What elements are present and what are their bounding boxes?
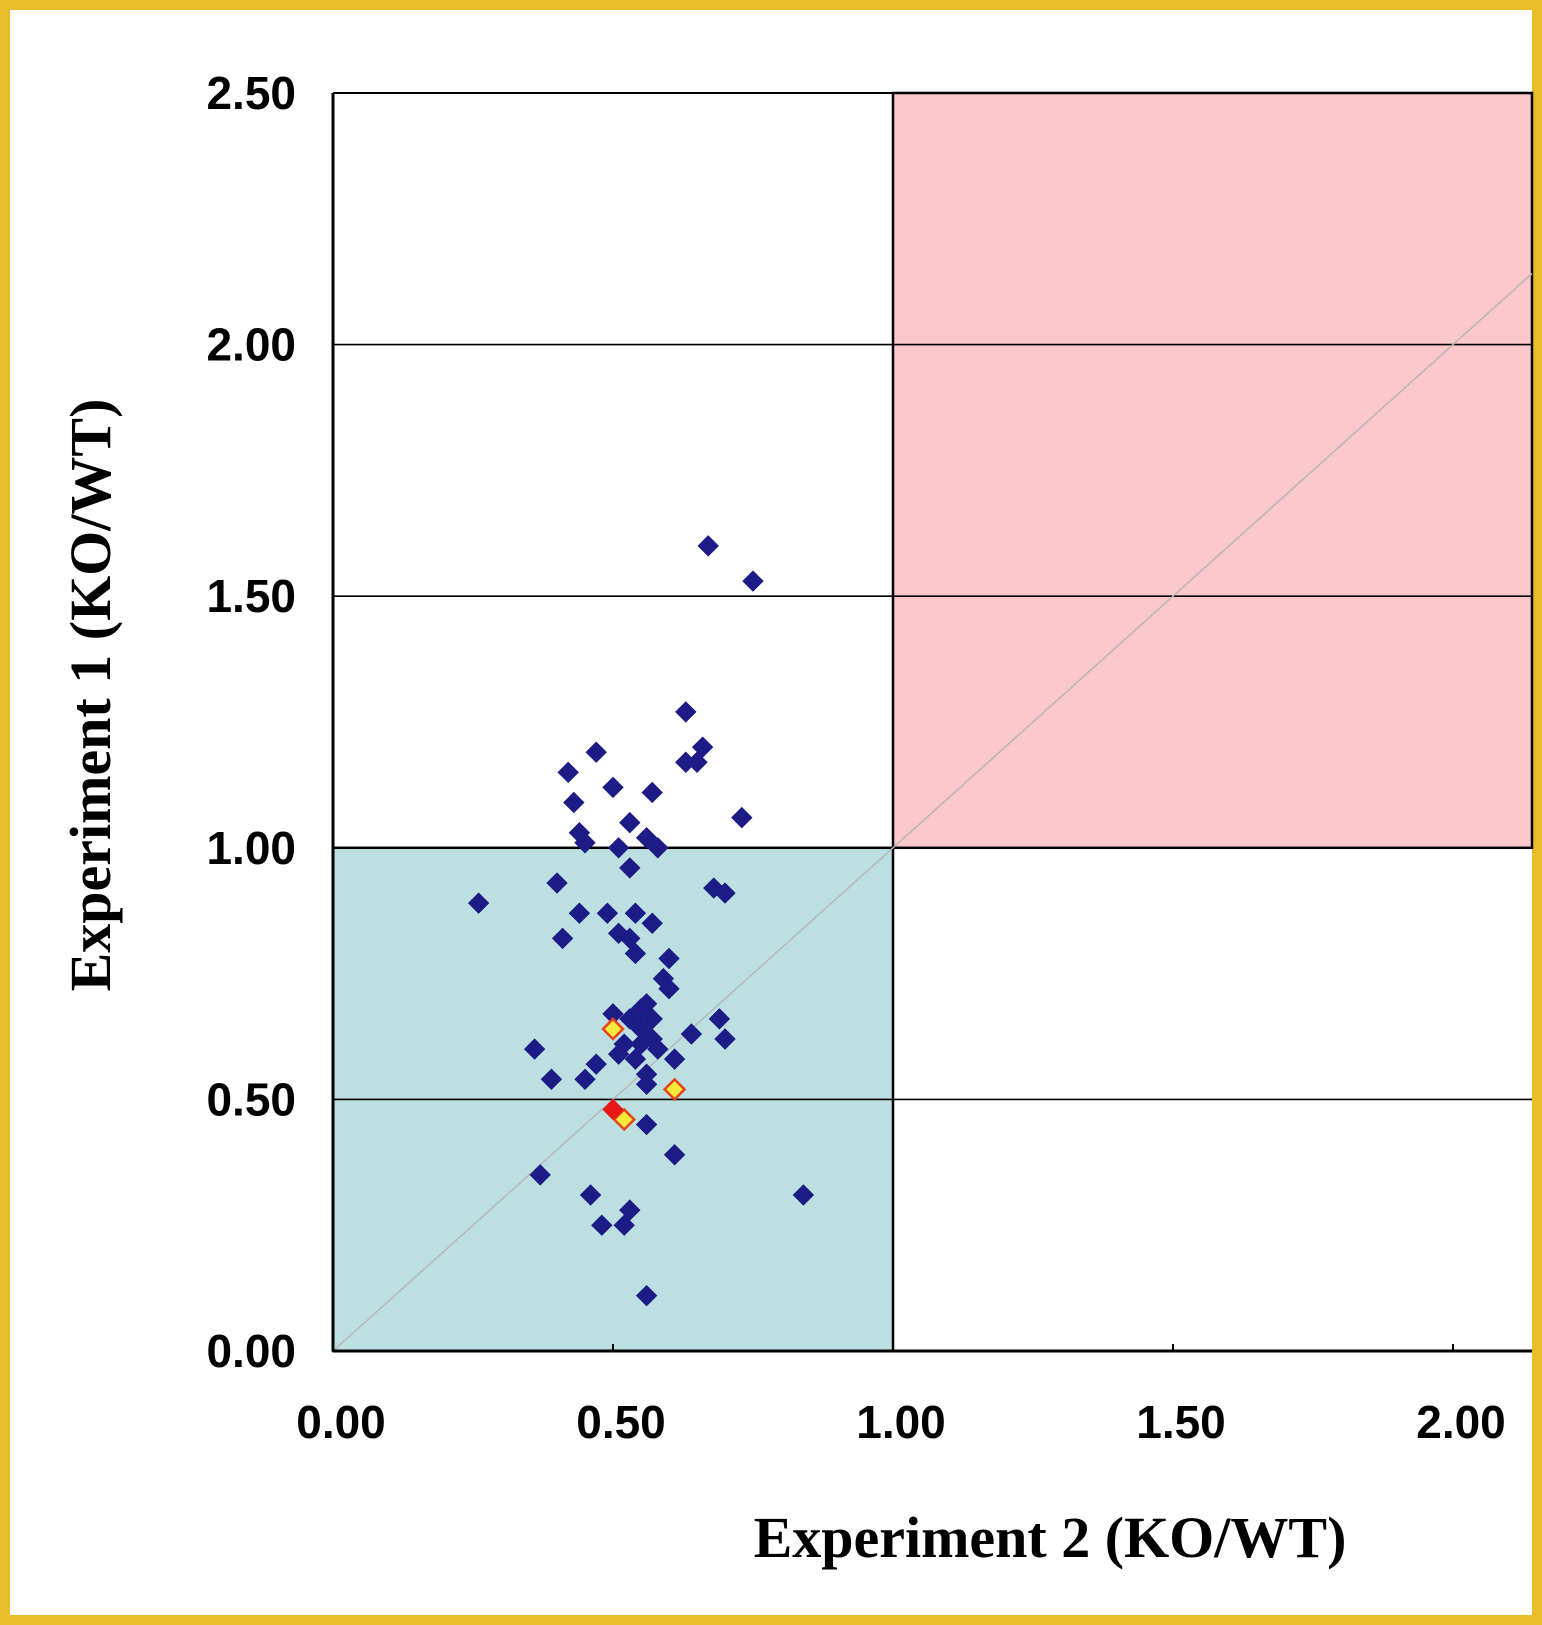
data-point-s0-17 <box>647 837 669 859</box>
data-point-s0-48 <box>607 1043 630 1065</box>
x-tick-label-1: 0.50 <box>576 1396 666 1448</box>
region-1 <box>891 91 1534 850</box>
data-point-s1-1 <box>662 1077 687 1102</box>
points-layer <box>467 535 815 1307</box>
data-point-s0-10 <box>563 791 585 814</box>
data-point-s0-62 <box>591 1214 613 1236</box>
data-point-s0-56 <box>635 1113 658 1136</box>
x-tick-label-3: 1.50 <box>1136 1396 1226 1448</box>
x-axis-title: Experiment 2 (KO/WT) <box>754 1505 1347 1570</box>
data-point-s0-0 <box>697 535 719 557</box>
data-point-s0-8 <box>602 776 624 799</box>
regions-layer <box>331 91 1534 1353</box>
labels-layer: 0.00 0.50 1.00 1.50 2.00 2.50 0.00 0.50 1.00 1.50… <box>58 67 1506 1570</box>
data-point-s0-47 <box>647 1038 669 1060</box>
data-point-s0-53 <box>540 1068 563 1090</box>
data-point-s0-59 <box>579 1184 602 1206</box>
data-point-s0-15 <box>607 837 630 859</box>
axis-layer <box>331 92 1532 1353</box>
x-tick-label-2: 1.00 <box>856 1396 946 1448</box>
data-point-s0-50 <box>663 1048 686 1070</box>
data-point-s0-12 <box>619 811 641 834</box>
data-point-s2-0 <box>602 1098 624 1121</box>
data-point-s0-25 <box>624 902 647 924</box>
data-point-s0-2 <box>675 701 697 723</box>
y-tick-label-0: 0.00 <box>206 1325 296 1377</box>
y-axis-title: Experiment 1 (KO/WT) <box>58 399 123 992</box>
y-tick-label-5: 2.50 <box>206 67 296 119</box>
data-point-s0-46 <box>523 1038 546 1060</box>
data-point-s0-16 <box>635 827 658 849</box>
data-point-s0-30 <box>624 942 647 965</box>
y-tick-label-2: 1.00 <box>206 822 296 874</box>
data-point-s0-7 <box>557 761 579 784</box>
data-point-s0-57 <box>663 1144 686 1166</box>
data-point-s0-58 <box>529 1164 551 1186</box>
data-point-s0-1 <box>742 570 764 592</box>
data-point-s1-0 <box>601 1017 625 1041</box>
data-point-s0-41 <box>680 1023 703 1045</box>
data-point-s0-29 <box>551 927 574 950</box>
data-point-s0-39 <box>708 1008 731 1030</box>
data-point-s0-14 <box>574 832 596 854</box>
x-tick-label-4: 2.00 <box>1416 1396 1506 1448</box>
data-point-s0-11 <box>731 806 753 829</box>
data-point-s0-21 <box>714 882 736 904</box>
data-point-s0-5 <box>686 751 708 773</box>
y-tick-label-3: 1.50 <box>206 570 296 622</box>
data-point-s0-22 <box>467 892 490 914</box>
data-point-s0-23 <box>568 902 591 924</box>
data-point-s0-54 <box>574 1068 596 1090</box>
data-point-s0-24 <box>596 902 619 924</box>
data-point-s0-37 <box>619 1008 641 1030</box>
data-point-s0-9 <box>641 781 663 804</box>
data-point-s0-51 <box>585 1053 607 1075</box>
data-point-s1-2 <box>612 1107 636 1132</box>
data-point-s0-63 <box>792 1184 815 1206</box>
data-point-s0-45 <box>714 1028 736 1050</box>
x-tick-label-0: 0.00 <box>296 1396 386 1448</box>
data-point-s0-19 <box>619 857 641 879</box>
data-point-s0-61 <box>613 1214 635 1236</box>
diagonal-reference-line <box>332 273 1533 1352</box>
data-point-s0-31 <box>658 947 680 970</box>
data-point-s0-64 <box>635 1284 658 1307</box>
data-point-s0-49 <box>624 1048 647 1070</box>
data-point-s0-18 <box>546 872 568 894</box>
diagonal-layer <box>332 273 1533 1352</box>
data-point-s0-6 <box>585 741 607 763</box>
y-tick-label-4: 2.00 <box>206 319 296 371</box>
data-point-s0-55 <box>635 1073 658 1096</box>
data-point-s0-33 <box>658 977 680 1000</box>
data-point-s0-26 <box>641 912 663 934</box>
y-tick-label-1: 0.50 <box>206 1073 296 1125</box>
